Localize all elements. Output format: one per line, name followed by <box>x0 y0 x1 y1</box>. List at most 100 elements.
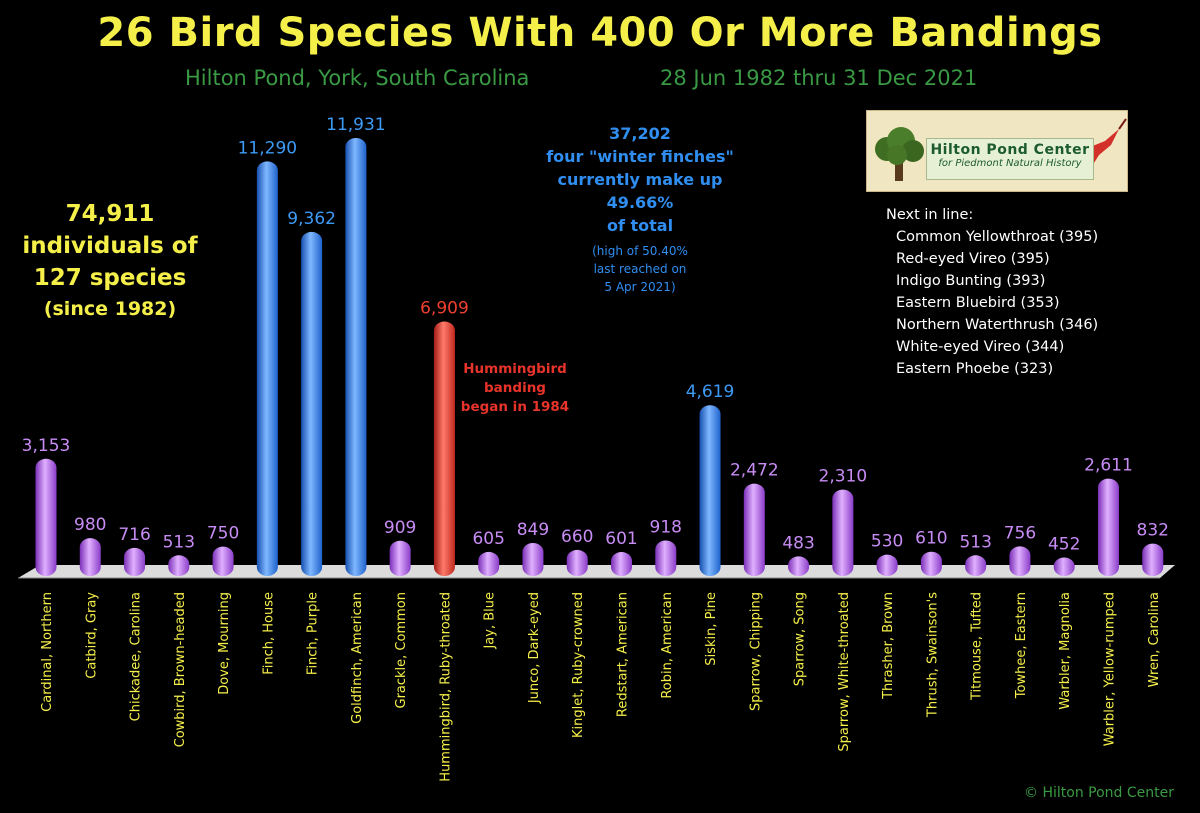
value-label-12: 660 <box>561 527 593 547</box>
category-label-24: Warbler, Yellow-rumped <box>1102 592 1117 746</box>
finch-percent: 49.66% <box>606 193 674 212</box>
category-label-15: Siskin, Pine <box>704 592 719 666</box>
total-since-note: (since 1982) <box>43 298 177 320</box>
bar-25 <box>1142 543 1164 576</box>
value-label-3: 513 <box>163 532 195 552</box>
value-label-25: 832 <box>1137 521 1169 541</box>
next-in-line-heading: Next in line: <box>886 207 974 223</box>
subtitle-location: Hilton Pond, York, South Carolina <box>185 66 530 90</box>
value-label-4: 750 <box>207 524 239 544</box>
category-label-14: Robin, American <box>660 592 675 699</box>
category-label-2: Chickadee, Carolina <box>129 592 144 721</box>
category-label-1: Catbird, Gray <box>84 592 99 679</box>
bar-24 <box>1097 478 1119 576</box>
value-label-22: 756 <box>1004 523 1036 543</box>
logo-tagline: for Piedmont Natural History <box>938 158 1082 169</box>
value-label-15: 4,619 <box>686 382 735 402</box>
finch-note-line-3: currently make up <box>557 170 723 189</box>
bar-18 <box>832 489 854 576</box>
bar-13 <box>611 552 633 576</box>
value-label-24: 2,611 <box>1084 456 1133 476</box>
hummingbird-note-line-3: began in 1984 <box>460 399 570 415</box>
total-individuals-note: 74,911 individuals of 127 species <box>20 198 200 294</box>
bar-20 <box>920 551 942 576</box>
total-species: 127 species <box>33 265 187 291</box>
total-line-2: individuals of <box>22 233 198 259</box>
bar-2 <box>124 547 146 576</box>
value-label-23: 452 <box>1048 534 1080 554</box>
bar-8 <box>389 540 411 576</box>
category-label-20: Thrush, Swainson's <box>925 592 940 718</box>
bar-1 <box>79 538 101 576</box>
value-label-10: 605 <box>472 529 504 549</box>
finch-note-line-2: four "winter finches" <box>546 147 734 166</box>
category-label-22: Towhee, Eastern <box>1014 592 1029 699</box>
next-in-line-item: Eastern Phoebe (323) <box>896 361 1054 377</box>
subtitle-date-range: 28 Jun 1982 thru 31 Dec 2021 <box>660 66 978 90</box>
category-label-5: Finch, House <box>261 592 276 675</box>
category-label-21: Titmouse, Tufted <box>970 592 985 701</box>
category-label-9: Hummingbird, Ruby-throated <box>438 592 453 782</box>
value-label-21: 513 <box>959 532 991 552</box>
finch-note-line-7: last reached on <box>593 262 687 276</box>
category-label-7: Goldfinch, American <box>350 592 365 724</box>
category-label-13: Redstart, American <box>616 592 631 717</box>
hummingbird-note-line-2: banding <box>484 380 546 396</box>
value-label-8: 909 <box>384 518 416 538</box>
value-label-9: 6,909 <box>420 299 469 319</box>
value-label-5: 11,290 <box>238 138 297 158</box>
value-label-18: 2,310 <box>819 467 868 487</box>
finch-note-line-8: 5 Apr 2021) <box>604 280 676 294</box>
category-label-4: Dove, Mourning <box>217 592 232 695</box>
finch-total: 37,202 <box>609 124 671 143</box>
value-label-0: 3,153 <box>22 436 71 456</box>
bar-7 <box>345 138 367 576</box>
bar-10 <box>478 551 500 576</box>
value-label-17: 483 <box>782 533 814 553</box>
bar-11 <box>522 542 544 576</box>
bar-23 <box>1053 557 1075 576</box>
bar-3 <box>168 555 190 576</box>
bar-4 <box>212 546 234 576</box>
next-in-line-list: Next in line: Common Yellowthroat (395) … <box>886 204 1098 380</box>
next-in-line-item: White-eyed Vireo (344) <box>896 339 1065 355</box>
next-in-line-item: Northern Waterthrush (346) <box>896 317 1099 333</box>
tree-icon <box>875 127 924 181</box>
value-label-6: 9,362 <box>287 209 336 229</box>
category-label-23: Warbler, Magnolia <box>1058 592 1073 710</box>
category-label-19: Thrasher, Brown <box>881 592 896 700</box>
bar-22 <box>1009 546 1031 576</box>
category-label-16: Sparrow, Chipping <box>748 592 763 711</box>
category-label-17: Sparrow, Song <box>793 592 808 686</box>
value-label-20: 610 <box>915 529 947 549</box>
bar-12 <box>566 549 588 576</box>
value-label-1: 980 <box>74 515 106 535</box>
category-label-0: Cardinal, Northern <box>40 592 55 712</box>
hummingbird-note-line-1: Hummingbird <box>463 361 567 377</box>
value-label-19: 530 <box>871 532 903 552</box>
logo-text-box: Hilton Pond Center for Piedmont Natural … <box>926 138 1094 180</box>
category-label-18: Sparrow, White-throated <box>837 592 852 752</box>
value-label-14: 918 <box>650 517 682 537</box>
copyright-notice: © Hilton Pond Center <box>1024 785 1174 801</box>
value-label-2: 716 <box>118 525 150 545</box>
chart-floor <box>18 565 1175 578</box>
category-label-8: Grackle, Common <box>394 592 409 709</box>
bar-16 <box>743 483 765 576</box>
bar-0 <box>35 458 57 576</box>
value-label-7: 11,931 <box>326 115 385 135</box>
category-label-6: Finch, Purple <box>306 592 321 675</box>
logo-title: Hilton Pond Center <box>930 142 1090 158</box>
bar-9 <box>433 321 455 576</box>
bar-21 <box>965 555 987 576</box>
bar-19 <box>876 554 898 576</box>
bar-14 <box>655 540 677 576</box>
bar-5 <box>256 161 278 576</box>
category-label-11: Junco, Dark-eyed <box>527 592 542 704</box>
category-label-25: Wren, Carolina <box>1147 592 1162 687</box>
next-in-line-item: Eastern Bluebird (353) <box>896 295 1060 311</box>
finch-note-line-6: (high of 50.40% <box>592 244 688 258</box>
value-label-11: 849 <box>517 520 549 540</box>
bar-6 <box>301 231 323 577</box>
